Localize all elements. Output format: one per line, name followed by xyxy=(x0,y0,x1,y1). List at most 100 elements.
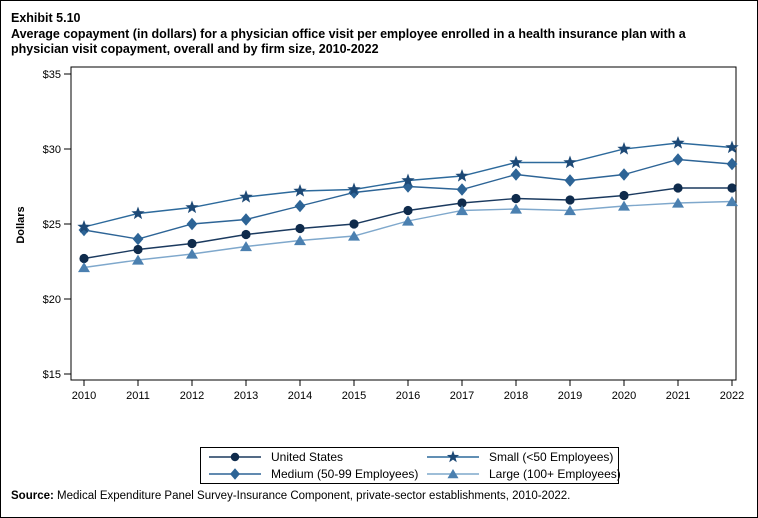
marker-triangle xyxy=(240,241,252,252)
marker-triangle xyxy=(510,203,522,214)
marker-circle xyxy=(403,205,413,216)
marker-circle xyxy=(79,253,89,264)
legend-item-small-50-employees-: Small (<50 Employees) xyxy=(427,450,621,465)
marker-diamond xyxy=(564,174,576,187)
x-axis-tick-label: 2010 xyxy=(72,390,96,402)
marker-star xyxy=(455,169,469,182)
series-markers-large-100-employees- xyxy=(78,196,738,273)
marker-triangle xyxy=(294,235,306,246)
x-axis-tick-label: 2015 xyxy=(342,390,366,402)
x-axis-tick-label: 2021 xyxy=(666,390,690,402)
x-axis-tick-label: 2013 xyxy=(234,390,258,402)
marker-circle xyxy=(619,190,629,201)
x-axis-tick-label: 2014 xyxy=(288,390,312,402)
marker-triangle xyxy=(618,200,630,211)
x-axis-tick-label: 2022 xyxy=(720,390,744,402)
x-axis-tick-label: 2012 xyxy=(180,390,204,402)
x-axis-tick-label: 2018 xyxy=(504,390,528,402)
marker-triangle xyxy=(447,469,459,479)
series-markers-medium-50-99-employees- xyxy=(78,153,738,246)
marker-circle xyxy=(727,183,737,193)
legend-marker-swatch xyxy=(209,468,261,480)
x-axis-tick-label: 2020 xyxy=(612,390,636,402)
source-text: Medical Expenditure Panel Survey-Insuran… xyxy=(53,490,571,502)
marker-star xyxy=(617,142,631,155)
marker-circle xyxy=(187,238,197,249)
legend-marker-swatch xyxy=(209,452,261,462)
marker-star xyxy=(185,200,199,214)
marker-diamond xyxy=(726,157,738,171)
marker-diamond xyxy=(510,168,522,181)
legend: United States Small (<50 Employees) Medium… xyxy=(200,447,621,484)
y-axis-tick-label: $30 xyxy=(43,144,61,156)
marker-diamond xyxy=(348,186,360,199)
marker-circle xyxy=(457,198,467,208)
marker-triangle xyxy=(132,254,144,265)
y-axis-tick-label: $20 xyxy=(43,294,61,306)
marker-triangle xyxy=(564,205,576,216)
marker-triangle xyxy=(726,196,738,207)
marker-star xyxy=(347,182,361,196)
chart-title-line1: Average copayment (in dollars) for a phy… xyxy=(11,26,686,41)
x-axis-tick-label: 2019 xyxy=(558,390,582,402)
legend-label: Medium (50-99 Employees) xyxy=(271,467,419,481)
legend-marker-swatch xyxy=(427,450,479,463)
x-axis-tick-label: 2016 xyxy=(396,390,420,402)
marker-triangle xyxy=(186,248,198,259)
marker-diamond xyxy=(78,223,90,237)
marker-diamond xyxy=(672,153,684,166)
marker-diamond xyxy=(294,199,306,213)
marker-triangle xyxy=(348,230,360,241)
marker-star xyxy=(77,220,91,233)
marker-circle xyxy=(133,244,143,255)
marker-circle xyxy=(349,219,359,229)
marker-circle xyxy=(565,195,575,205)
marker-star xyxy=(563,155,577,169)
legend-label: United States xyxy=(271,450,344,464)
marker-star xyxy=(293,184,307,197)
legend-item-medium-50-99-employees-: Medium (50-99 Employees) xyxy=(209,467,427,482)
marker-triangle xyxy=(456,205,468,216)
marker-star xyxy=(509,155,523,169)
y-axis-tick-label: $25 xyxy=(43,219,61,231)
marker-triangle xyxy=(402,215,414,226)
exhibit-number: Exhibit 5.10 xyxy=(11,11,81,25)
source-label: Source: xyxy=(11,490,54,502)
legend-label: Large (100+ Employees) xyxy=(489,467,621,481)
marker-diamond xyxy=(402,180,414,193)
marker-triangle xyxy=(672,197,684,208)
marker-circle xyxy=(673,183,683,193)
marker-star xyxy=(131,206,145,220)
marker-star xyxy=(671,136,685,149)
marker-triangle xyxy=(78,262,90,273)
legend-label: Small (<50 Employees) xyxy=(489,450,614,464)
marker-star xyxy=(446,450,460,463)
marker-diamond xyxy=(230,468,240,480)
marker-circle xyxy=(241,229,251,240)
marker-circle xyxy=(230,452,240,462)
y-axis-title: Dollars xyxy=(15,206,27,244)
chart-title-block: Exhibit 5.10 Average copayment (in dolla… xyxy=(11,11,755,58)
marker-diamond xyxy=(456,183,468,196)
legend-marker-swatch xyxy=(427,469,479,479)
marker-diamond xyxy=(240,213,252,226)
copay-line-chart: $15 $20 $25 $30 $35 2010 2011 2012 2013 2014 2015 2… xyxy=(43,66,744,402)
y-axis-tick-label: $35 xyxy=(43,69,61,81)
chart-title-line2: physician visit copayment, overall and b… xyxy=(11,42,379,56)
x-axis-tick-label: 2017 xyxy=(450,390,474,402)
series-markers-united-states xyxy=(79,183,737,264)
marker-diamond xyxy=(618,168,630,181)
marker-star xyxy=(401,173,415,187)
marker-circle xyxy=(511,193,521,204)
series-line-medium-50-99-employees- xyxy=(83,158,733,240)
legend-item-large-100-employees-: Large (100+ Employees) xyxy=(427,467,621,482)
x-axis-tick-label: 2011 xyxy=(126,390,150,402)
series-markers-small-50-employees- xyxy=(77,136,739,233)
marker-diamond xyxy=(186,217,198,231)
legend-item-united-states: United States xyxy=(209,450,427,465)
marker-star xyxy=(725,140,739,154)
marker-circle xyxy=(295,223,305,234)
marker-diamond xyxy=(132,232,144,246)
source-note: Source: Medical Expenditure Panel Survey… xyxy=(11,490,751,502)
